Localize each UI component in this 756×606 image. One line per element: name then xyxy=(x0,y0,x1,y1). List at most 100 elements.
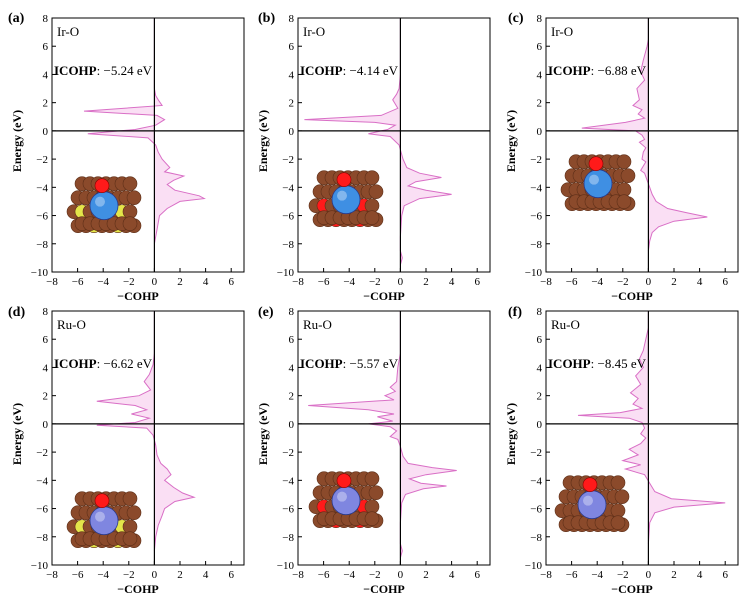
y-tick-label: 2 xyxy=(537,98,543,110)
icohp-label: ICOHP xyxy=(54,63,97,78)
y-tick-label: 0 xyxy=(537,419,543,431)
panel-c: −8 −6 −4 −2 0 2 4 6−10−8−6−4−202468−COHPEnergy … xyxy=(504,11,739,303)
y-tick-label: 8 xyxy=(289,306,295,318)
y-tick-label: −2 xyxy=(530,154,542,166)
panel-label: (a) xyxy=(8,11,25,26)
x-tick-label: −2 xyxy=(617,276,629,288)
atom xyxy=(122,491,138,506)
x-tick-label: 6 xyxy=(228,276,234,288)
y-tick-label: 4 xyxy=(43,362,49,374)
x-tick-label: −6 xyxy=(72,569,84,581)
icohp-value: : −6.62 eV xyxy=(97,356,153,371)
atom xyxy=(122,531,138,546)
y-tick-label: −8 xyxy=(36,239,48,251)
x-tick-label: 6 xyxy=(722,569,728,581)
panel-a: −8 −6 −4 −2 0 2 4 6−10−8−6−4−202468−COHPEnergy … xyxy=(8,11,245,303)
y-tick-label: 2 xyxy=(43,98,49,110)
panel-f: −8 −6 −4 −2 0 2 4 6−10−8−6−4−202468−COHPEnergy … xyxy=(504,305,739,596)
cohp-curve xyxy=(577,311,726,544)
bond-label: Ru-O xyxy=(303,317,332,332)
x-tick-label: −4 xyxy=(591,276,603,288)
y-axis-title: Energy (eV) xyxy=(256,403,270,465)
y-tick-label: −10 xyxy=(277,267,295,279)
bond-label: Ru-O xyxy=(551,317,580,332)
y-tick-label: 0 xyxy=(289,419,295,431)
x-tick-label: 6 xyxy=(474,276,480,288)
y-tick-label: 2 xyxy=(289,98,295,110)
y-tick-label: −2 xyxy=(36,154,48,166)
highlight xyxy=(337,190,347,201)
cohp-area xyxy=(96,311,195,551)
atom xyxy=(122,176,138,191)
x-tick-label: −4 xyxy=(343,569,355,581)
y-tick-label: −10 xyxy=(525,560,543,572)
x-axis-title: −COHP xyxy=(117,582,159,596)
x-tick-label: −4 xyxy=(97,276,109,288)
y-tick-label: 2 xyxy=(289,391,295,403)
y-tick-label: 8 xyxy=(289,13,295,25)
panel-label: (f) xyxy=(508,305,522,320)
x-tick-label: −6 xyxy=(566,569,578,581)
x-tick-label: 0 xyxy=(646,569,652,581)
highlight xyxy=(583,495,593,506)
atom xyxy=(614,489,630,504)
cohp-curve xyxy=(581,18,708,251)
y-axis-title: Energy (eV) xyxy=(256,110,270,172)
icohp-annotation: ICOHP: −8.45 eV xyxy=(548,356,647,371)
y-tick-label: 8 xyxy=(537,13,543,25)
icohp-label: ICOHP xyxy=(54,356,97,371)
metal-atom xyxy=(331,486,361,516)
x-tick-label: 4 xyxy=(697,569,703,581)
catalyst-slab-icon xyxy=(560,154,636,211)
x-tick-label: 2 xyxy=(671,276,677,288)
y-tick-label: −10 xyxy=(277,560,295,572)
y-tick-label: −4 xyxy=(36,475,48,487)
x-tick-label: −8 xyxy=(540,569,552,581)
oxygen-atom xyxy=(582,477,598,492)
metal-atom xyxy=(577,490,607,520)
atom xyxy=(126,190,142,205)
x-tick-label: −8 xyxy=(292,569,304,581)
x-tick-label: 0 xyxy=(398,276,404,288)
atom xyxy=(616,194,632,209)
oxygen-atom xyxy=(94,178,110,193)
icohp-value: : −8.45 eV xyxy=(591,356,647,371)
panel-label: (d) xyxy=(8,305,25,320)
x-tick-label: −2 xyxy=(123,276,135,288)
x-tick-label: 4 xyxy=(449,276,455,288)
y-tick-label: −8 xyxy=(530,239,542,251)
y-tick-label: 4 xyxy=(537,362,543,374)
atom xyxy=(368,184,384,199)
icohp-label: ICOHP xyxy=(548,356,591,371)
atom xyxy=(364,471,380,486)
x-tick-label: −4 xyxy=(343,276,355,288)
catalyst-slab-icon xyxy=(308,170,384,227)
cohp-curve xyxy=(83,18,206,244)
x-tick-label: 6 xyxy=(722,276,728,288)
x-tick-label: 0 xyxy=(646,276,652,288)
x-tick-label: 0 xyxy=(152,569,158,581)
atom xyxy=(616,154,632,169)
x-tick-label: 2 xyxy=(177,276,183,288)
x-tick-label: 2 xyxy=(423,569,429,581)
bond-label: Ir-O xyxy=(303,24,325,39)
panel-b: −8 −6 −4 −2 0 2 4 6−10−8−6−4−202468−COHPEnergy … xyxy=(256,11,491,303)
icohp-label: ICOHP xyxy=(300,63,343,78)
catalyst-slab-icon xyxy=(66,491,142,548)
y-tick-label: 6 xyxy=(537,41,543,53)
x-tick-label: 4 xyxy=(449,569,455,581)
x-tick-label: 6 xyxy=(228,569,234,581)
x-tick-label: 2 xyxy=(177,569,183,581)
plot-frame xyxy=(297,17,491,273)
x-tick-label: 0 xyxy=(398,569,404,581)
x-tick-label: 4 xyxy=(203,276,209,288)
icohp-annotation: ICOHP: −5.57 eV xyxy=(300,356,399,371)
cohp-area xyxy=(581,18,708,251)
y-tick-label: −6 xyxy=(530,504,542,516)
y-tick-label: −8 xyxy=(530,532,542,544)
atom xyxy=(364,210,380,225)
catalyst-slab-icon xyxy=(308,471,384,528)
y-tick-label: 2 xyxy=(43,391,49,403)
x-tick-label: −6 xyxy=(318,569,330,581)
